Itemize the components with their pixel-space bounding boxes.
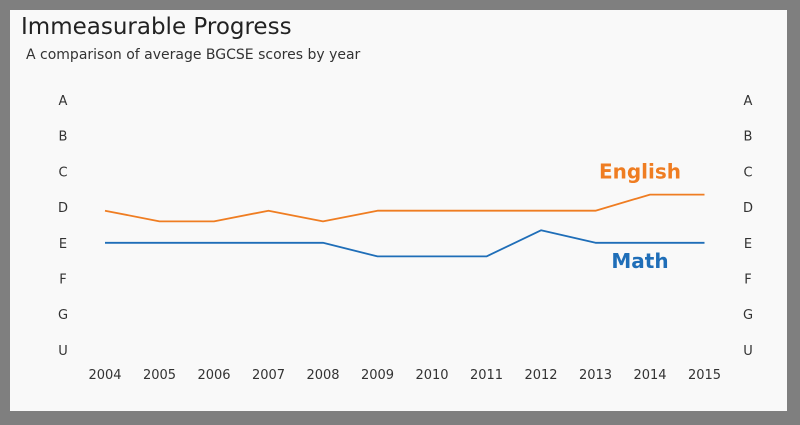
x-tick-label: 2007 [252, 368, 285, 383]
y-tick-label-right: C [743, 165, 752, 180]
series-label-math: Math [611, 249, 668, 273]
y-axis-left: A B C D E F G U [58, 94, 68, 359]
y-axis-right: A B C D E F G U [743, 94, 753, 359]
y-tick-label-left: D [58, 201, 68, 216]
x-tick-label: 2010 [415, 368, 448, 383]
x-tick-label: 2014 [633, 368, 666, 383]
x-tick-label: 2012 [524, 368, 557, 383]
series-label-english: English [599, 160, 681, 184]
y-tick-label-left: B [59, 130, 68, 145]
y-tick-label-right: D [743, 201, 753, 216]
series-line-math [105, 229, 705, 258]
y-tick-label-right: B [744, 130, 753, 145]
chart-panel: Immeasurable Progress A comparison of av… [10, 10, 787, 411]
y-tick-label-left: G [58, 308, 68, 323]
y-tick-label-left: E [59, 237, 67, 252]
chart-title: Immeasurable Progress [21, 14, 292, 40]
x-tick-label: 2009 [361, 368, 394, 383]
x-tick-label: 2006 [197, 368, 230, 383]
y-tick-label-left: C [58, 165, 67, 180]
y-tick-label-left: U [58, 344, 68, 359]
x-tick-label: 2005 [143, 368, 176, 383]
y-tick-label-right: G [743, 308, 753, 323]
series-labels: English Math [599, 160, 681, 273]
series-lines [104, 193, 705, 258]
x-tick-label: 2015 [688, 368, 721, 383]
x-tick-label: 2013 [579, 368, 612, 383]
y-tick-label-right: E [744, 237, 752, 252]
x-tick-label: 2004 [88, 368, 121, 383]
x-axis: 2004 2005 2006 2007 2008 2009 2010 2011 2012 2013… [88, 368, 721, 383]
chart-subtitle: A comparison of average BGCSE scores by … [26, 47, 361, 63]
x-tick-label: 2008 [306, 368, 339, 383]
y-tick-label-left: A [59, 94, 68, 109]
y-tick-label-right: A [744, 94, 753, 109]
y-tick-label-right: F [744, 273, 751, 288]
series-line-english [104, 193, 705, 223]
y-tick-label-right: U [743, 344, 753, 359]
x-tick-label: 2011 [470, 368, 503, 383]
y-tick-label-left: F [59, 273, 66, 288]
